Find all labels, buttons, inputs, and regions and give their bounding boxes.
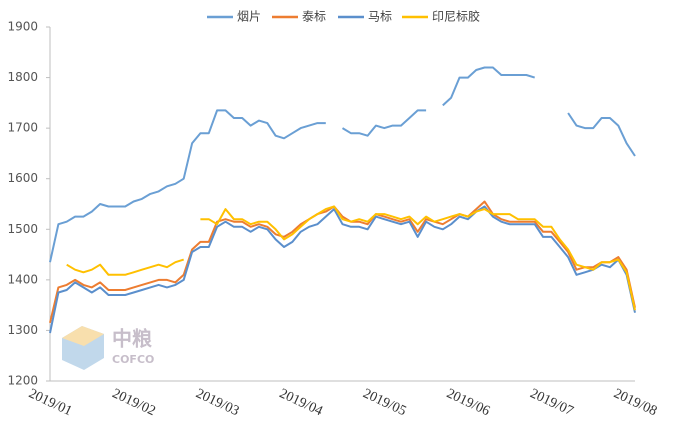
y-tick-label: 1500 [7,222,38,236]
x-tick-label: 2019/06 [444,386,492,419]
y-tick-label: 1300 [7,323,38,337]
x-tick-label: 2019/04 [277,386,325,419]
x-tick-label: 2019/07 [528,386,576,419]
x-tick-label: 2019/01 [26,386,74,419]
chart: 中粮 COFCO 1200 1300 1400 1500 1600 1700 1800 190… [0,0,684,430]
legend-label: 马标 [368,10,392,24]
x-tick-label: 2019/08 [611,386,659,419]
x-tick-label: 2019/02 [110,386,158,419]
x-tick-label: 2019/05 [360,386,408,419]
y-tick-label: 1800 [7,70,38,84]
y-tick-label: 1900 [7,20,38,34]
legend-label: 印尼标胶 [432,9,480,24]
y-tick-label: 1700 [7,121,38,135]
series-line [50,207,635,334]
watermark: 中粮 COFCO [62,326,154,370]
page: {"chart_data": {"type": "line", "categor… [0,0,684,430]
series-line [50,68,635,263]
y-tick-label: 1600 [7,171,38,185]
y-tick-label: 1400 [7,272,38,286]
x-tick-label: 2019/03 [193,386,241,419]
y-tick-label: 1200 [7,374,38,388]
legend-label: 烟片 [237,10,261,24]
watermark-name: 中粮 [112,327,152,351]
watermark-brand: COFCO [112,353,154,366]
series-line [67,207,635,311]
legend-label: 泰标 [302,10,326,24]
